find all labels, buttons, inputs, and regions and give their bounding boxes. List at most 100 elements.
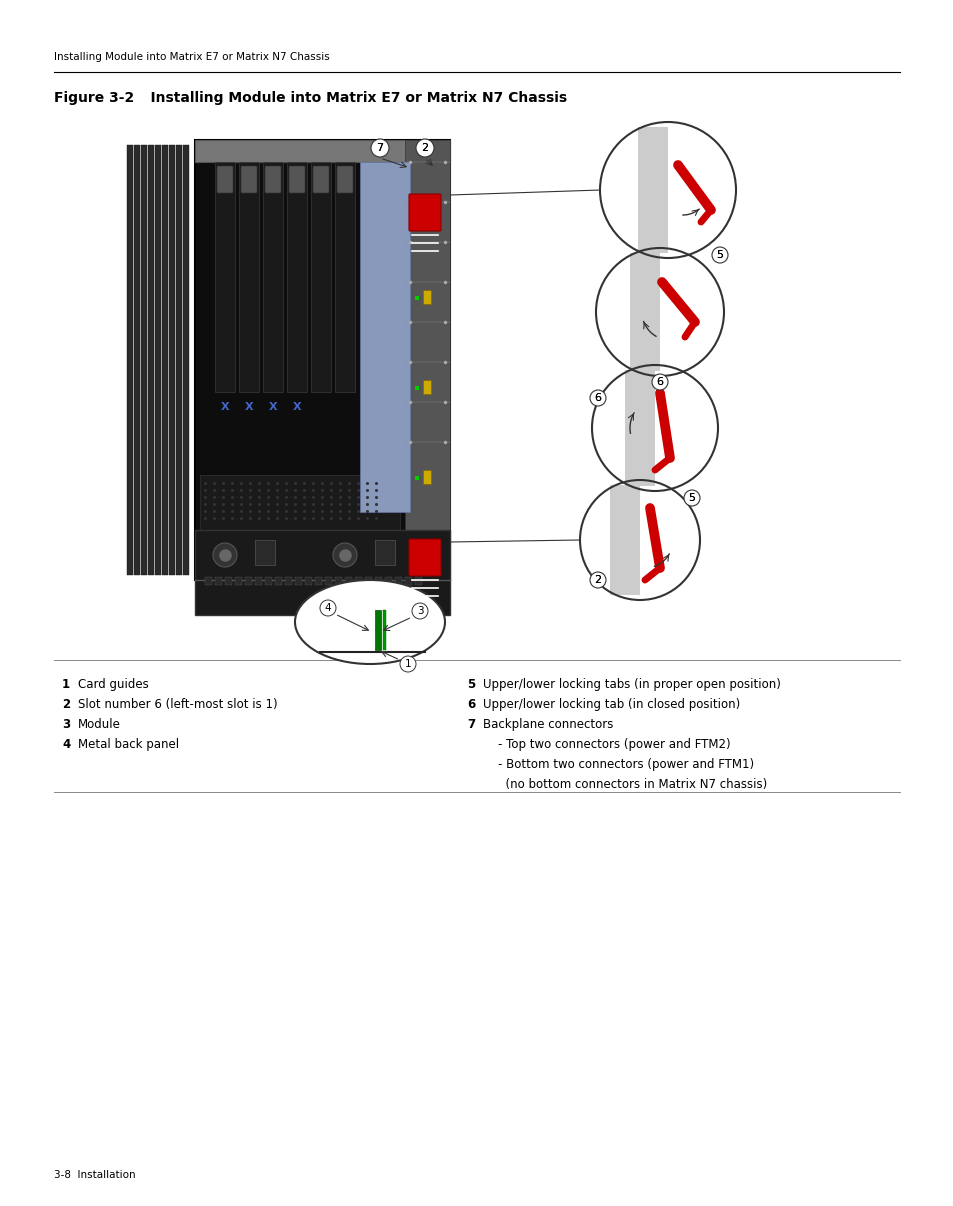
Text: Installing Module into Matrix E7 or Matrix N7 Chassis: Installing Module into Matrix E7 or Matr… — [131, 90, 566, 105]
Text: 2: 2 — [62, 698, 71, 712]
Circle shape — [213, 543, 236, 567]
Text: Figure 3-2: Figure 3-2 — [54, 90, 134, 105]
Bar — [263, 162, 283, 392]
Bar — [194, 140, 450, 580]
Text: Upper/lower locking tabs (in proper open position): Upper/lower locking tabs (in proper open… — [482, 678, 781, 691]
Bar — [638, 127, 667, 253]
Bar — [382, 610, 386, 650]
FancyBboxPatch shape — [409, 539, 440, 576]
Text: X: X — [220, 402, 229, 412]
Bar — [375, 540, 395, 564]
Bar — [265, 576, 272, 585]
Text: Slot number 6 (left-most slot is 1): Slot number 6 (left-most slot is 1) — [78, 698, 277, 712]
Bar — [415, 476, 418, 480]
Bar — [335, 162, 355, 392]
Circle shape — [651, 374, 667, 390]
Polygon shape — [194, 140, 450, 162]
Text: 6: 6 — [656, 377, 662, 387]
Text: 2: 2 — [594, 575, 601, 585]
Bar — [415, 201, 418, 205]
Text: X: X — [244, 402, 253, 412]
Bar — [415, 295, 418, 300]
Text: 6: 6 — [594, 393, 601, 403]
Circle shape — [416, 139, 434, 157]
FancyBboxPatch shape — [409, 194, 440, 232]
Bar — [214, 576, 222, 585]
FancyBboxPatch shape — [216, 166, 233, 193]
Text: 5: 5 — [688, 493, 695, 503]
Bar — [405, 576, 412, 585]
Bar — [183, 145, 189, 575]
Text: 7: 7 — [467, 718, 475, 731]
Bar — [365, 576, 372, 585]
Bar — [314, 576, 322, 585]
Text: 4: 4 — [62, 738, 71, 751]
FancyBboxPatch shape — [336, 166, 353, 193]
Bar — [274, 576, 282, 585]
Bar — [422, 470, 431, 484]
Bar — [415, 386, 418, 390]
FancyBboxPatch shape — [313, 166, 329, 193]
Bar — [311, 162, 331, 392]
Text: - Bottom two connectors (power and FTM1): - Bottom two connectors (power and FTM1) — [482, 759, 753, 771]
Bar — [629, 253, 659, 371]
Bar — [355, 576, 361, 585]
Circle shape — [412, 603, 428, 619]
Bar — [285, 576, 292, 585]
Text: Installing Module into Matrix E7 or Matrix N7 Chassis: Installing Module into Matrix E7 or Matr… — [54, 52, 330, 62]
Text: 6: 6 — [467, 698, 475, 712]
Circle shape — [596, 248, 723, 376]
Bar — [375, 610, 380, 650]
Circle shape — [333, 543, 356, 567]
Text: Upper/lower locking tab (in closed position): Upper/lower locking tab (in closed posit… — [482, 698, 740, 712]
Circle shape — [399, 656, 416, 672]
Bar — [624, 370, 655, 486]
Bar — [254, 540, 274, 564]
Text: 7: 7 — [376, 144, 383, 153]
Bar — [395, 576, 401, 585]
Bar — [154, 145, 161, 575]
Bar — [141, 145, 147, 575]
Circle shape — [319, 601, 335, 616]
Bar — [415, 576, 421, 585]
Bar — [359, 162, 410, 513]
Bar — [214, 162, 234, 392]
Text: X: X — [269, 402, 277, 412]
Circle shape — [579, 480, 700, 601]
Circle shape — [711, 247, 727, 263]
Text: 7: 7 — [376, 144, 383, 153]
Text: 2: 2 — [421, 144, 428, 153]
FancyBboxPatch shape — [241, 166, 256, 193]
Text: 3-8  Installation: 3-8 Installation — [54, 1170, 135, 1179]
FancyBboxPatch shape — [265, 166, 281, 193]
Text: 2: 2 — [594, 575, 601, 585]
Bar — [385, 576, 392, 585]
Bar — [245, 576, 252, 585]
Circle shape — [589, 390, 605, 406]
Text: (no bottom connectors in Matrix N7 chassis): (no bottom connectors in Matrix N7 chass… — [482, 778, 766, 791]
Bar — [609, 485, 639, 595]
Circle shape — [683, 490, 700, 507]
Bar — [133, 145, 140, 575]
Bar — [305, 576, 312, 585]
Bar — [422, 195, 431, 209]
Text: - Top two connectors (power and FTM2): - Top two connectors (power and FTM2) — [482, 738, 730, 751]
Text: 6: 6 — [656, 377, 662, 387]
Text: 1: 1 — [404, 658, 411, 669]
Bar — [335, 576, 341, 585]
Bar — [422, 289, 431, 304]
Bar — [294, 576, 302, 585]
Circle shape — [371, 139, 389, 157]
Bar — [287, 162, 307, 392]
Bar — [225, 576, 232, 585]
Bar — [375, 576, 381, 585]
Bar — [405, 140, 450, 580]
Text: Module: Module — [78, 718, 121, 731]
Text: 1: 1 — [62, 678, 71, 691]
Bar — [345, 576, 352, 585]
Text: X: X — [293, 402, 301, 412]
Ellipse shape — [294, 580, 444, 665]
Text: 5: 5 — [716, 250, 722, 260]
Bar — [254, 576, 262, 585]
Text: 5: 5 — [688, 493, 695, 503]
